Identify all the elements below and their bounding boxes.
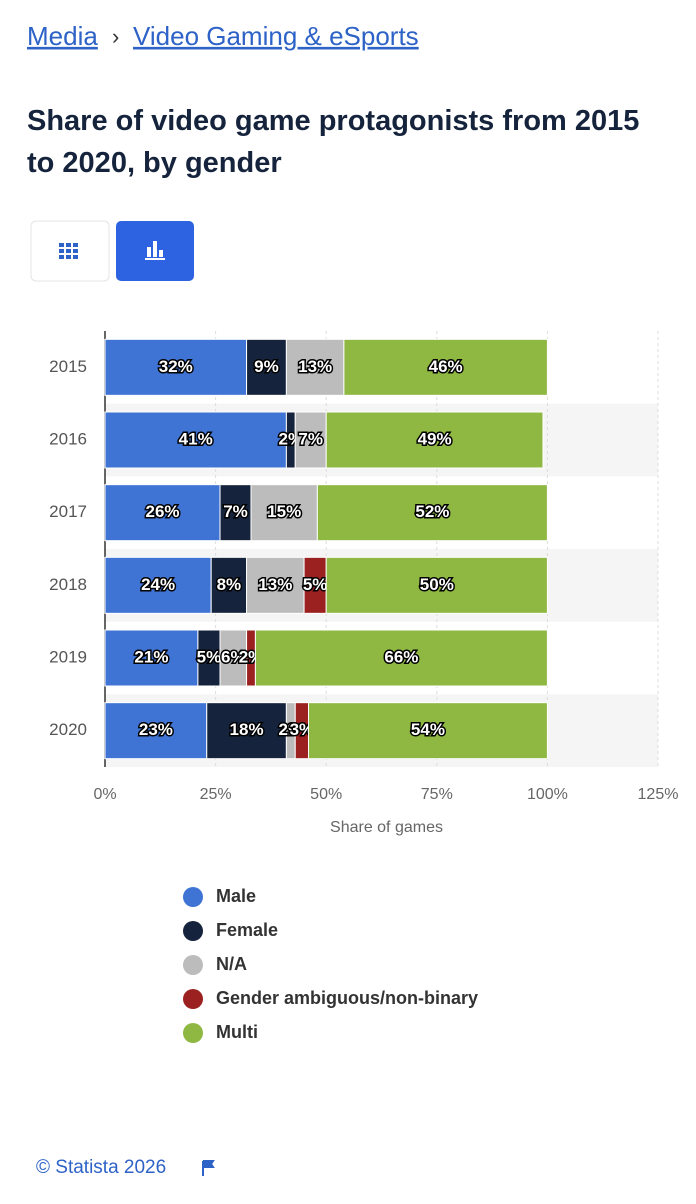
bar-segment [316, 484, 548, 542]
x-tick-label: 0% [93, 786, 116, 803]
bar-segment [254, 629, 548, 687]
legend-label: Gender ambiguous/non-binary [216, 988, 478, 1008]
chart-view-button[interactable] [116, 221, 194, 281]
data-label: 24% [141, 575, 175, 594]
chart-title: Share of video game protagonists from 20… [27, 105, 640, 179]
data-label: 26% [145, 502, 179, 521]
data-label: 13% [258, 575, 292, 594]
data-label: 7% [298, 429, 323, 448]
bar-segment [343, 338, 548, 396]
bar-segment [104, 702, 208, 760]
y-tick-label: 2018 [49, 575, 87, 594]
x-tick-label: 25% [200, 786, 232, 803]
data-label: 50% [420, 575, 454, 594]
x-tick-label: 100% [527, 786, 568, 803]
bar-segment [104, 338, 248, 396]
data-label: 66% [384, 647, 418, 666]
data-label: 6% [221, 647, 246, 666]
bar-icon [145, 241, 165, 260]
grid-icon [59, 243, 78, 259]
bar-segment [285, 338, 345, 396]
data-label: 23% [139, 720, 173, 739]
data-label: 13% [298, 357, 332, 376]
data-label: 5% [303, 575, 328, 594]
bar-segment [308, 702, 548, 760]
x-tick-label: 50% [310, 786, 342, 803]
y-tick-label: 2020 [49, 720, 87, 739]
data-label: 52% [415, 502, 449, 521]
bar-segment [104, 629, 199, 687]
data-label: 32% [159, 357, 193, 376]
legend-marker [183, 1023, 203, 1043]
data-label: 7% [223, 502, 248, 521]
data-label: 5% [197, 647, 222, 666]
bar-segment [104, 484, 221, 542]
bar-segment [325, 556, 548, 614]
data-label: 49% [418, 429, 452, 448]
bar-segment [206, 702, 287, 760]
chart: 0% 25% 50% 75% 100% 125% Share of games 2015 32%… [49, 331, 678, 1043]
bar-segment [246, 556, 305, 614]
x-axis-label: Share of games [330, 819, 443, 836]
y-tick-label: 2016 [49, 429, 87, 448]
y-tick-label: 2019 [49, 647, 87, 666]
legend-marker [183, 921, 203, 941]
y-tick-label: 2015 [49, 357, 87, 376]
bar-segment [246, 338, 287, 396]
data-label: 18% [230, 720, 264, 739]
table-view-button[interactable] [30, 220, 110, 282]
legend-marker [183, 989, 203, 1009]
legend-marker [183, 887, 203, 907]
bar-segment [210, 556, 248, 614]
legend-marker [183, 955, 203, 975]
breadcrumb-link[interactable]: Media [27, 21, 98, 51]
bar-segment [219, 629, 248, 687]
x-tick-label: 125% [638, 786, 679, 803]
data-label: 41% [179, 429, 213, 448]
data-label: 54% [411, 720, 445, 739]
y-tick-label: 2017 [49, 502, 87, 521]
footer[interactable]: © Statista 2026 [36, 1157, 166, 1178]
flag-icon[interactable] [202, 1160, 215, 1176]
bar-segment [294, 411, 327, 469]
data-label: 9% [254, 357, 279, 376]
x-tick-label: 75% [421, 786, 453, 803]
legend-label: Male [216, 886, 256, 906]
legend-label: Female [216, 920, 278, 940]
data-label: 21% [134, 647, 168, 666]
breadcrumb-separator: › [112, 24, 119, 49]
data-label: 46% [429, 357, 463, 376]
bar-segment [325, 411, 544, 469]
bar-segment [104, 556, 212, 614]
breadcrumb-link[interactable]: Video Gaming & eSports [133, 21, 419, 51]
bar-segment [250, 484, 318, 542]
title-box: Share of video game protagonists from 20… [27, 105, 640, 179]
legend-label: Multi [216, 1022, 258, 1042]
data-label: 8% [217, 575, 242, 594]
data-label: 15% [267, 502, 301, 521]
legend-label: N/A [216, 954, 247, 974]
